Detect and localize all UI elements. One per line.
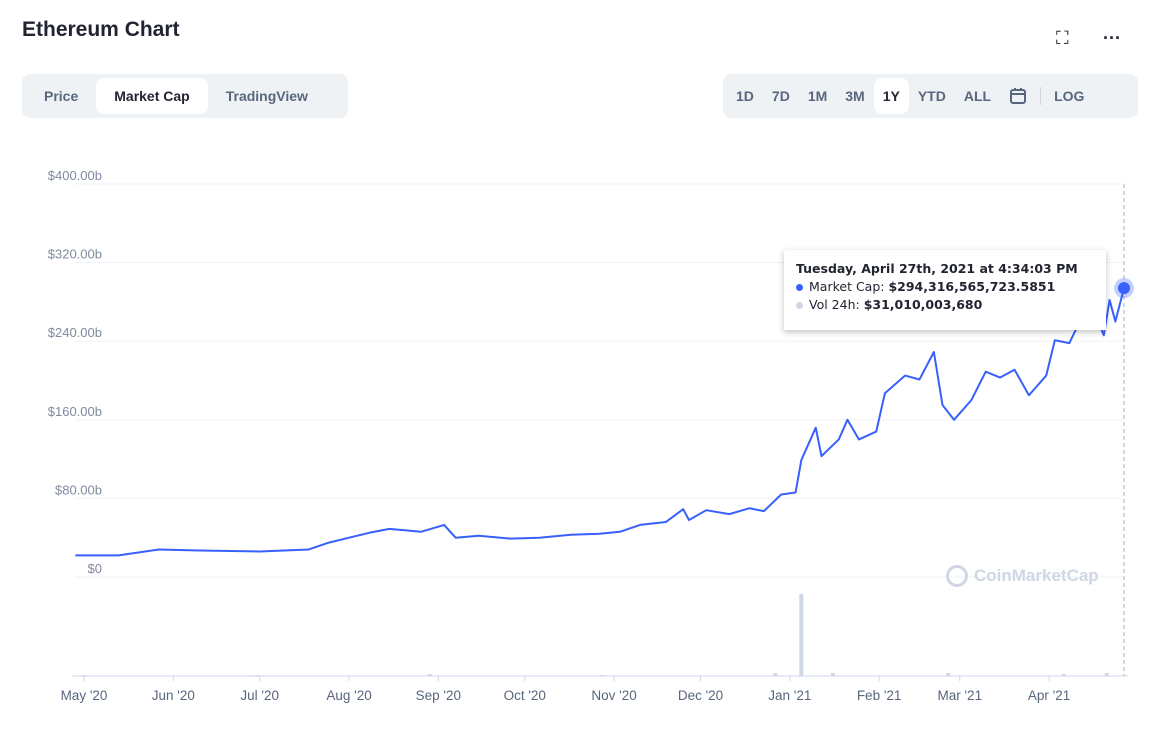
chart-type-tabs: Price Market Cap TradingView: [22, 74, 348, 118]
range-3m[interactable]: 3M: [845, 88, 865, 104]
volume-bar: [773, 673, 778, 676]
volume-bar: [946, 673, 951, 676]
volume-bar: [799, 594, 804, 676]
x-tick-label: Mar '21: [937, 688, 982, 703]
volume-bar: [1061, 674, 1066, 676]
x-tick-label: Jul '20: [240, 688, 279, 703]
x-tick-label: Apr '21: [1028, 688, 1070, 703]
page-title: Ethereum Chart: [22, 18, 180, 41]
tab-tradingview[interactable]: TradingView: [225, 88, 308, 104]
x-tick-label: Aug '20: [326, 688, 371, 703]
volume-bar: [831, 673, 836, 676]
divider: [1040, 87, 1042, 105]
tab-market-cap[interactable]: Market Cap: [96, 78, 208, 114]
tooltip-date: Tuesday, April 27th, 2021 at 4:34:03 PM: [796, 261, 1078, 276]
x-tick-label: Dec '20: [678, 688, 723, 703]
tab-price[interactable]: Price: [44, 88, 79, 104]
calendar-icon[interactable]: [1000, 78, 1036, 114]
range-tabs: 1D 7D 1M 3M 1Y YTD ALL LOG: [723, 74, 1138, 118]
y-tick-label: $320.00b: [48, 247, 102, 262]
more-dots-icon[interactable]: ···: [1103, 28, 1121, 48]
range-1y[interactable]: 1Y: [873, 78, 909, 114]
chart-tooltip: Tuesday, April 27th, 2021 at 4:34:03 PM …: [784, 250, 1106, 330]
x-tick-label: Oct '20: [504, 688, 546, 703]
x-tick-label: Feb '21: [857, 688, 902, 703]
market-cap-line: [75, 287, 1125, 557]
volume-bar: [1104, 673, 1109, 676]
x-tick-label: Jun '20: [152, 688, 195, 703]
range-ytd[interactable]: YTD: [917, 88, 946, 104]
y-tick-label: $160.00b: [48, 404, 102, 419]
x-tick-label: Jan '21: [768, 688, 811, 703]
hover-point: [1118, 282, 1130, 295]
x-tick-label: Nov '20: [591, 688, 636, 703]
volume-dot-icon: [796, 302, 803, 309]
watermark-text: CoinMarketCap: [974, 566, 1099, 585]
expand-icon[interactable]: ⛶: [1056, 28, 1069, 48]
y-tick-label: $400.00b: [48, 168, 102, 183]
y-tick-label: $80.00b: [55, 482, 102, 497]
x-tick-label: May '20: [61, 688, 108, 703]
y-tick-label: $240.00b: [48, 325, 102, 340]
market-cap-dot-icon: [796, 284, 803, 291]
x-tick-label: Sep '20: [416, 688, 461, 703]
watermark: CoinMarketCap: [946, 565, 1099, 587]
volume-bar: [427, 674, 432, 676]
coinmarketcap-logo-icon: [946, 565, 968, 587]
tooltip-mc-label: Market Cap:: [809, 279, 885, 294]
tooltip-mc-value: $294,316,565,723.5851: [888, 279, 1056, 294]
y-tick-label: $0: [88, 561, 102, 576]
range-1d[interactable]: 1D: [736, 88, 754, 104]
log-toggle[interactable]: LOG: [1054, 88, 1085, 104]
tooltip-vol-value: $31,010,003,680: [863, 297, 983, 312]
range-7d[interactable]: 7D: [771, 88, 790, 104]
range-all[interactable]: ALL: [963, 88, 992, 104]
tooltip-vol-label: Vol 24h:: [809, 297, 860, 312]
range-1m[interactable]: 1M: [807, 88, 828, 104]
